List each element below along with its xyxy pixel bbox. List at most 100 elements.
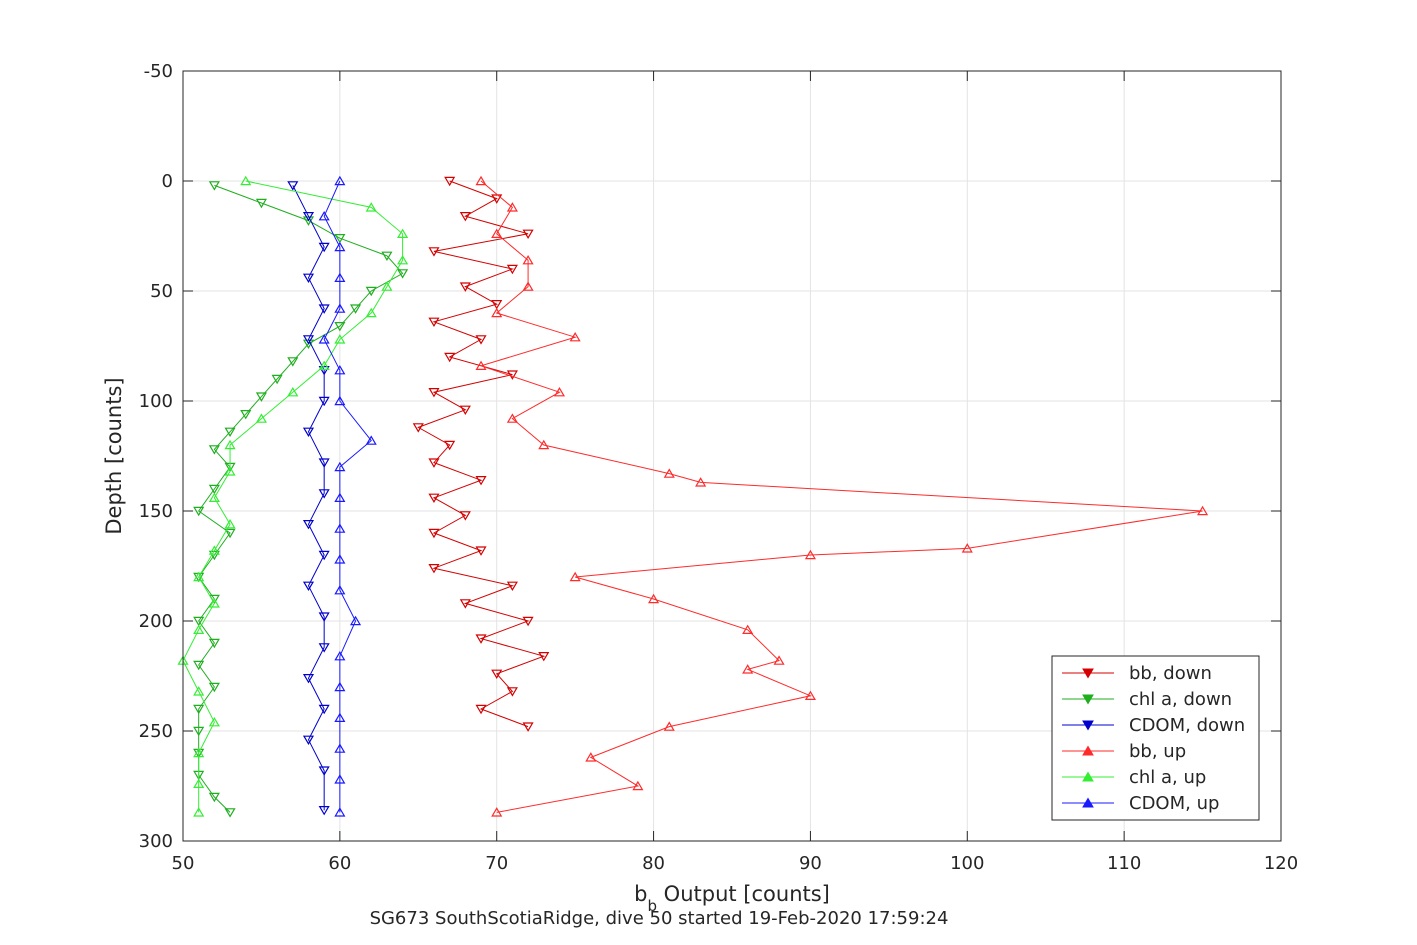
data-point (318, 643, 330, 653)
data-point (663, 468, 675, 478)
data-point (302, 273, 315, 284)
data-point (397, 254, 409, 265)
data-point (302, 519, 315, 530)
data-point (302, 427, 315, 438)
data-point (522, 616, 534, 627)
series-line (417, 180, 546, 728)
data-point (444, 440, 456, 451)
data-point (334, 523, 346, 533)
data-point (428, 528, 440, 539)
data-point (302, 673, 315, 684)
data-point (569, 571, 581, 582)
data-point (255, 198, 267, 209)
data-point (491, 669, 503, 680)
data-point (491, 228, 503, 238)
data-point (334, 461, 346, 472)
axes-box (182, 70, 1282, 842)
legend-box (1051, 655, 1260, 821)
data-point (240, 410, 252, 420)
data-point (459, 511, 471, 521)
data-point (318, 210, 330, 221)
data-point (224, 528, 236, 539)
data-point (334, 303, 346, 313)
data-point (695, 477, 707, 487)
data-point (224, 427, 236, 438)
data-point (961, 543, 973, 553)
data-point (569, 331, 581, 342)
data-point (318, 360, 330, 370)
series-line (479, 180, 1203, 813)
data-point (553, 386, 566, 397)
data-point (193, 807, 205, 817)
data-point (475, 360, 487, 370)
data-point (255, 413, 267, 423)
data-point (365, 202, 377, 212)
y-tick-label: 0 (162, 171, 173, 192)
x-tick-label: 60 (328, 853, 351, 874)
y-tick-label: 150 (139, 501, 173, 522)
data-point (648, 593, 660, 604)
y-axis-title: Depth [counts] (102, 377, 126, 534)
data-point (444, 176, 456, 187)
y-tick-label: 100 (139, 391, 173, 412)
data-point (475, 704, 487, 715)
data-point (193, 686, 205, 696)
legend-marker (1082, 797, 1094, 808)
x-axis-title-rest: Output [counts] (657, 882, 830, 906)
series-line (182, 180, 404, 813)
x-tick-label: 90 (799, 853, 822, 874)
data-point (475, 546, 487, 556)
data-point (193, 571, 205, 582)
data-point (334, 712, 346, 723)
x-tick-label: 120 (1264, 853, 1298, 874)
legend-entry: chl a, down (1129, 689, 1232, 710)
data-point (334, 554, 346, 564)
data-point (255, 392, 267, 402)
data-point (193, 506, 205, 517)
data-point (804, 549, 816, 560)
data-point (428, 458, 440, 468)
data-point (193, 624, 205, 635)
data-point (318, 489, 330, 499)
data-point (506, 687, 518, 697)
data-point (334, 774, 346, 784)
data-point (334, 492, 346, 502)
x-tick-label: 50 (172, 853, 195, 874)
data-point (585, 752, 597, 762)
data-point (224, 466, 236, 476)
data-point (522, 281, 534, 291)
data-point (632, 780, 644, 791)
data-point (318, 612, 330, 622)
data-point (397, 269, 409, 279)
data-point (193, 616, 205, 627)
data-point (538, 651, 550, 662)
data-point (334, 395, 346, 406)
series-line (292, 185, 325, 811)
data-point (475, 476, 487, 486)
data-point (302, 335, 315, 345)
data-point (287, 386, 299, 397)
y-tick-label: 200 (139, 611, 173, 632)
data-point (349, 615, 362, 626)
data-point (428, 317, 440, 328)
x-axis-title-subscript: b (647, 897, 657, 915)
legend-entry: CDOM, up (1129, 793, 1219, 814)
legend: bb, down chl a, down CDOM, down bb, up chl a… (1051, 655, 1260, 821)
data-point (193, 660, 205, 671)
data-point (444, 352, 456, 363)
series-0 (412, 176, 550, 732)
data-point (193, 747, 205, 758)
data-point (208, 484, 220, 495)
data-point (397, 228, 409, 238)
data-point (318, 550, 330, 561)
data-point (224, 439, 236, 450)
data-point (412, 423, 424, 433)
data-point (522, 229, 534, 240)
legend-entry: bb, down (1129, 663, 1212, 684)
data-point (506, 413, 518, 423)
axis-ticks: 50 60 70 80 90 100 110 120 -50 0 50 100 150 200 250 300 (139, 61, 1299, 874)
data-point (522, 254, 534, 265)
data-point (318, 704, 330, 715)
data-point (334, 364, 346, 375)
